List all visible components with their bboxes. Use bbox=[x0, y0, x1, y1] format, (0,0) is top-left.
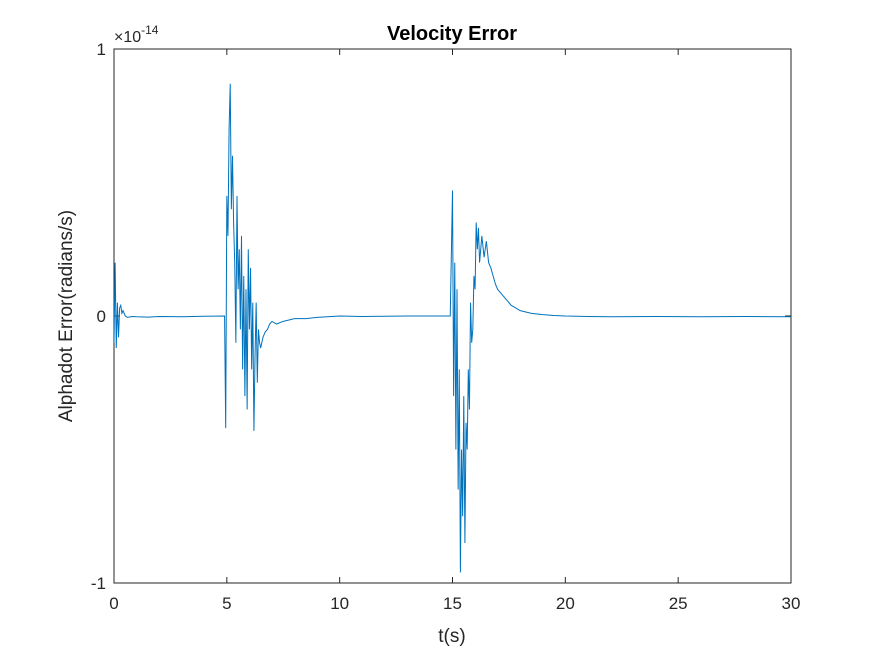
x-axis-label: t(s) bbox=[438, 626, 465, 647]
y-multiplier-exponent: -14 bbox=[141, 23, 159, 37]
axis-ticks bbox=[113, 48, 792, 584]
x-tick-label: 20 bbox=[556, 594, 575, 613]
x-tick-label: 5 bbox=[222, 594, 231, 613]
plot-area bbox=[113, 48, 792, 584]
x-tick-label: 15 bbox=[443, 594, 462, 613]
y-exponent-multiplier: ×10-14 bbox=[114, 23, 159, 46]
x-tick-label: 30 bbox=[782, 594, 801, 613]
x-tick-label: 0 bbox=[109, 594, 118, 613]
series-line bbox=[114, 83, 791, 573]
y-multiplier-base: ×10 bbox=[114, 29, 141, 46]
x-tick-label: 25 bbox=[669, 594, 688, 613]
chart-title: Velocity Error bbox=[387, 23, 517, 45]
y-axis-label: Alphadot Error(radians/s) bbox=[56, 210, 77, 422]
x-tick-label: 10 bbox=[330, 594, 349, 613]
tick-labels: 0 5 10 15 20 25 30-101 bbox=[91, 40, 801, 613]
y-tick-label: 1 bbox=[97, 40, 106, 59]
y-tick-label: 0 bbox=[97, 307, 106, 326]
y-tick-label: -1 bbox=[91, 574, 106, 593]
